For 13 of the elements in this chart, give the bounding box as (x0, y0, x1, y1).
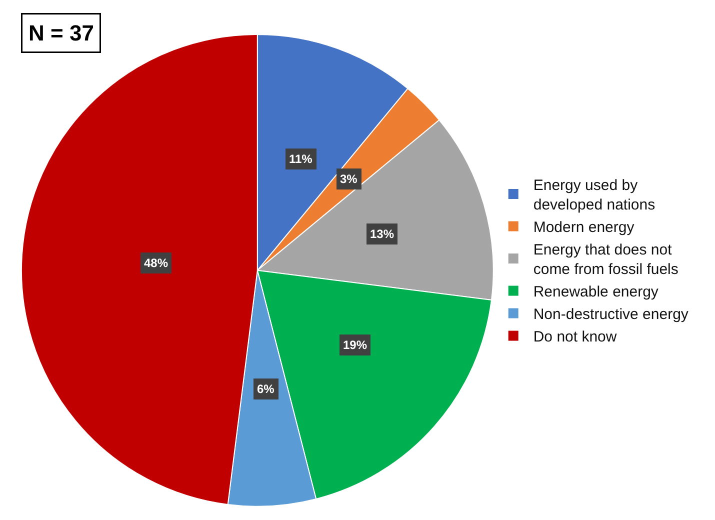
legend-label: Non-destructive energy (533, 306, 689, 324)
data-label: 13% (370, 227, 394, 241)
legend-label: Energy used by developed nations (533, 177, 656, 214)
data-label: 3% (340, 172, 358, 186)
legend-label: Modern energy (533, 219, 635, 236)
legend-label: Renewable energy (533, 284, 659, 301)
legend-label: Do not know (533, 328, 617, 346)
data-label: 48% (144, 256, 168, 270)
data-label: 11% (289, 152, 313, 166)
data-label: 19% (343, 338, 368, 352)
text: N = 37 (28, 20, 94, 46)
legend-label: Energy that does not come from fossil fuels (533, 242, 678, 278)
data-label: 6% (257, 382, 275, 396)
